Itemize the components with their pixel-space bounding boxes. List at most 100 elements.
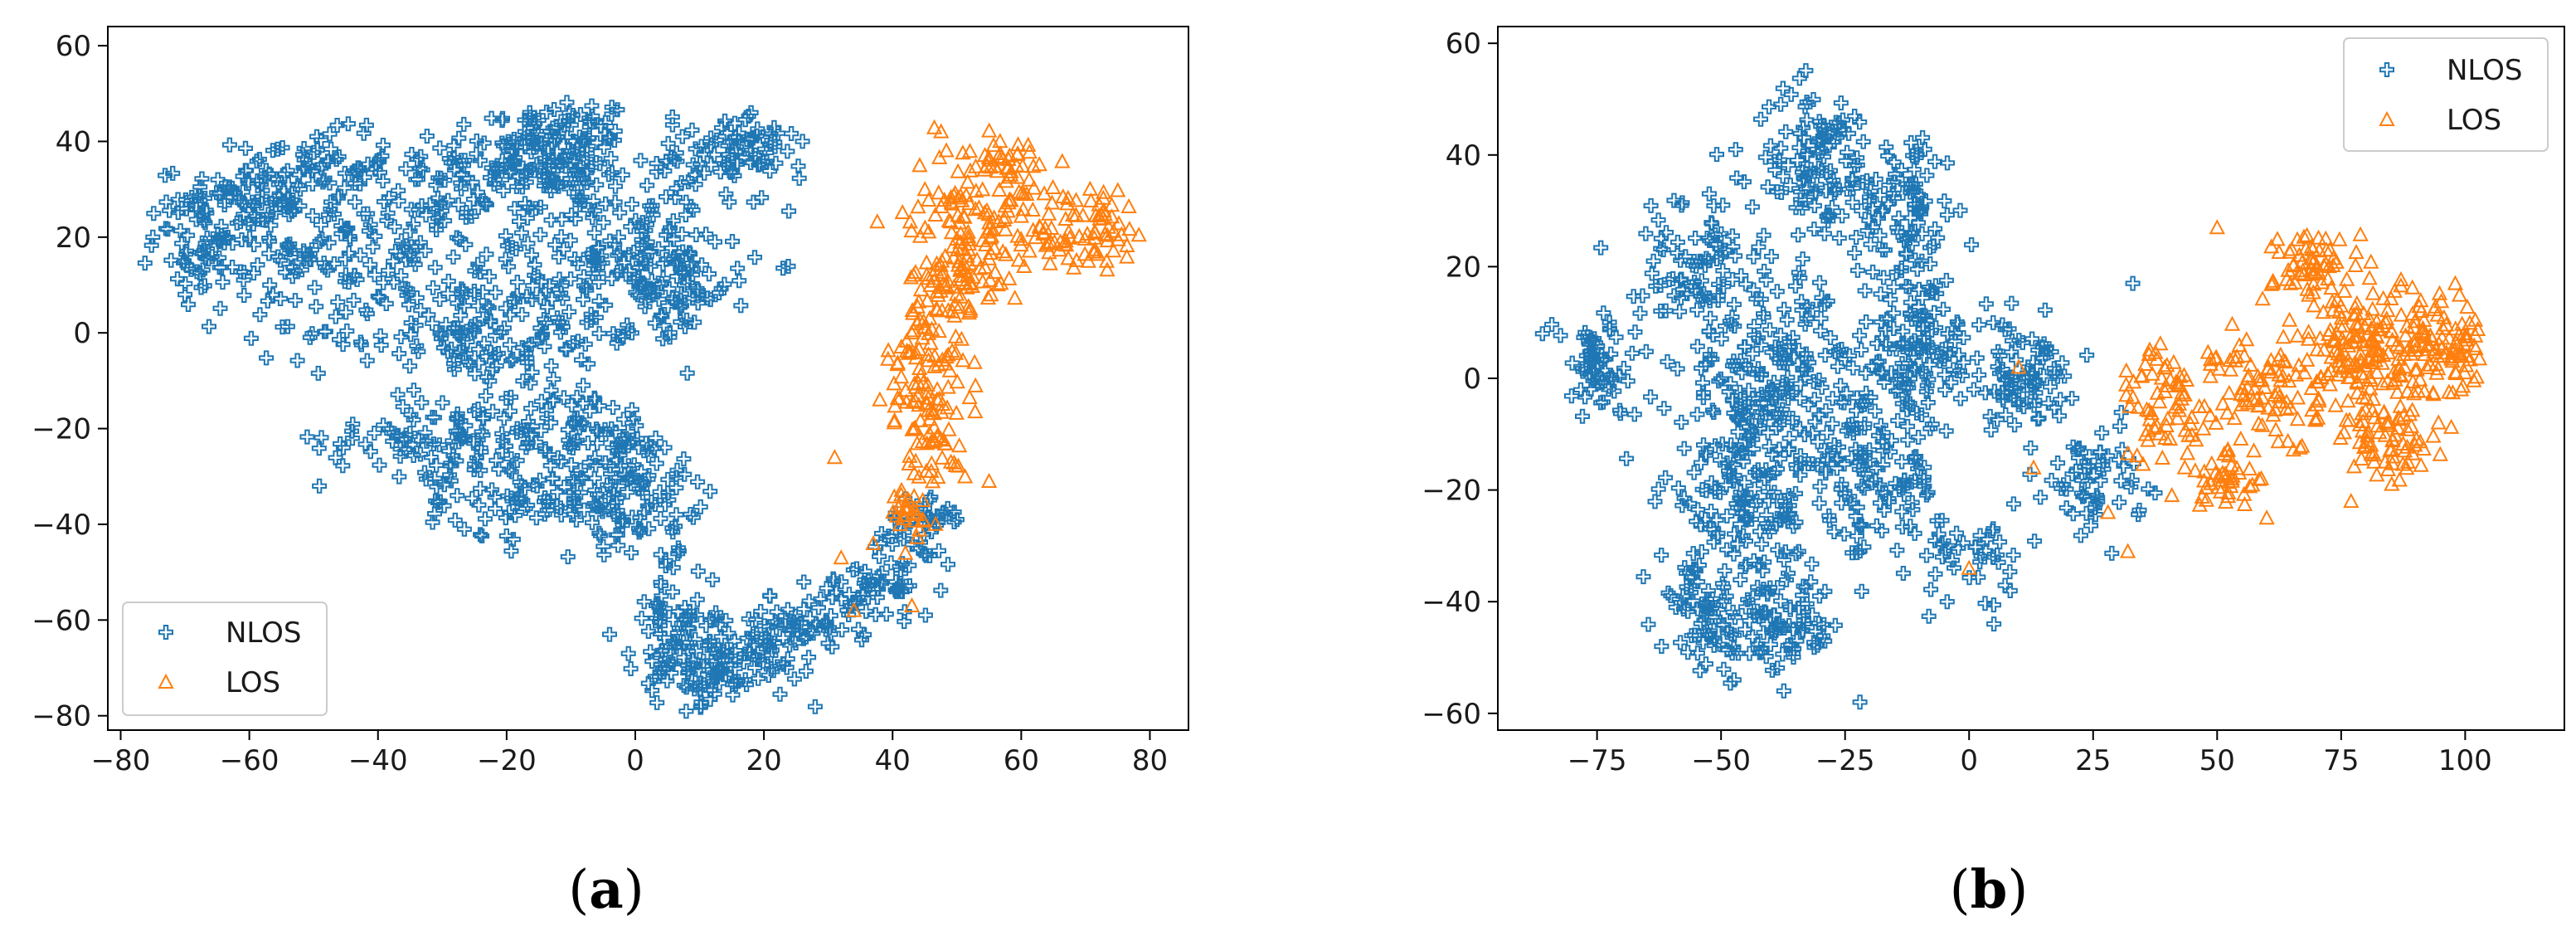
point-nlos — [527, 201, 543, 217]
legend-triangle-icon — [2379, 110, 2395, 126]
point-los — [2331, 231, 2348, 246]
point-nlos — [310, 365, 326, 381]
point-nlos — [1674, 498, 1690, 514]
point-nlos — [1928, 320, 1944, 336]
point-nlos — [657, 163, 673, 179]
point-los — [2298, 227, 2316, 242]
point-los — [2365, 353, 2381, 369]
point-nlos — [1781, 391, 1796, 406]
point-los — [846, 602, 863, 617]
point-nlos — [1684, 578, 1699, 594]
point-nlos — [1934, 536, 1950, 552]
point-nlos — [1806, 198, 1822, 213]
point-nlos — [770, 659, 785, 675]
point-nlos — [1719, 508, 1735, 524]
point-los — [2415, 323, 2432, 339]
point-los — [872, 391, 888, 407]
point-los — [905, 304, 921, 320]
point-nlos — [592, 528, 608, 543]
point-los — [892, 515, 909, 532]
point-nlos — [1800, 146, 1815, 162]
point-nlos — [502, 337, 518, 353]
point-nlos — [477, 511, 493, 527]
point-nlos — [1795, 251, 1810, 267]
point-los — [938, 348, 955, 364]
point-nlos — [1733, 353, 1748, 368]
point-nlos — [1890, 412, 1906, 428]
point-nlos — [329, 118, 345, 133]
point-nlos — [1814, 379, 1830, 395]
point-nlos — [2064, 391, 2080, 407]
point-los — [2300, 330, 2317, 346]
point-nlos — [1875, 366, 1890, 382]
point-nlos — [567, 499, 583, 514]
point-nlos — [309, 299, 324, 314]
point-nlos — [623, 470, 639, 485]
point-nlos — [260, 207, 276, 222]
point-nlos — [1854, 583, 1869, 599]
point-los — [2151, 425, 2168, 441]
point-los — [2321, 325, 2337, 341]
point-nlos — [1868, 172, 1883, 187]
point-nlos — [1945, 553, 1960, 568]
point-nlos — [1650, 481, 1666, 497]
point-nlos — [447, 320, 463, 335]
point-los — [921, 223, 937, 239]
point-nlos — [581, 130, 597, 146]
point-los — [2225, 348, 2242, 364]
point-nlos — [1852, 328, 1868, 343]
point-los — [2379, 310, 2395, 326]
point-los — [2202, 351, 2219, 367]
point-nlos — [490, 345, 506, 361]
point-nlos — [1653, 231, 1669, 246]
point-los — [2451, 348, 2468, 363]
point-nlos — [921, 492, 937, 508]
point-nlos — [574, 352, 589, 368]
point-nlos — [1966, 382, 1981, 397]
point-los — [2365, 300, 2381, 316]
point-nlos — [804, 623, 819, 639]
point-los — [2129, 446, 2146, 463]
point-nlos — [2056, 477, 2072, 493]
point-nlos — [251, 152, 267, 168]
point-nlos — [1638, 226, 1654, 241]
point-nlos — [1968, 539, 1984, 554]
point-nlos — [1985, 597, 2001, 613]
point-nlos — [1845, 416, 1860, 432]
point-nlos — [2073, 528, 2088, 543]
point-los — [951, 299, 968, 314]
point-nlos — [2095, 454, 2111, 470]
point-nlos — [453, 324, 469, 340]
point-los — [930, 468, 946, 485]
point-nlos — [1891, 210, 1907, 226]
point-los — [916, 181, 933, 197]
point-los — [934, 302, 950, 318]
point-nlos — [406, 448, 421, 463]
point-nlos — [1924, 285, 1940, 300]
point-nlos — [1644, 265, 1660, 281]
point-nlos — [1753, 111, 1768, 127]
point-nlos — [632, 509, 648, 525]
point-los — [951, 214, 968, 230]
point-los — [2339, 270, 2355, 286]
point-nlos — [2123, 479, 2139, 494]
point-los — [2305, 255, 2321, 270]
x-tick-label: 80 — [1132, 744, 1168, 777]
point-los — [1086, 229, 1103, 245]
point-los — [907, 343, 924, 359]
point-nlos — [243, 330, 259, 346]
point-nlos — [1903, 371, 1917, 387]
point-los — [2265, 407, 2282, 422]
point-los — [2389, 419, 2407, 435]
point-nlos — [1676, 441, 1692, 456]
point-nlos — [1995, 385, 2010, 401]
point-los — [952, 187, 969, 203]
point-nlos — [1854, 478, 1870, 494]
point-nlos — [1851, 455, 1867, 470]
point-nlos — [641, 521, 657, 537]
point-nlos — [1978, 543, 1994, 558]
point-nlos — [763, 647, 779, 663]
point-nlos — [673, 314, 688, 329]
point-nlos — [605, 400, 621, 416]
point-nlos — [1653, 278, 1669, 293]
